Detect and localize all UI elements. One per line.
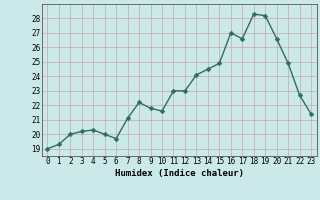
X-axis label: Humidex (Indice chaleur): Humidex (Indice chaleur)	[115, 169, 244, 178]
